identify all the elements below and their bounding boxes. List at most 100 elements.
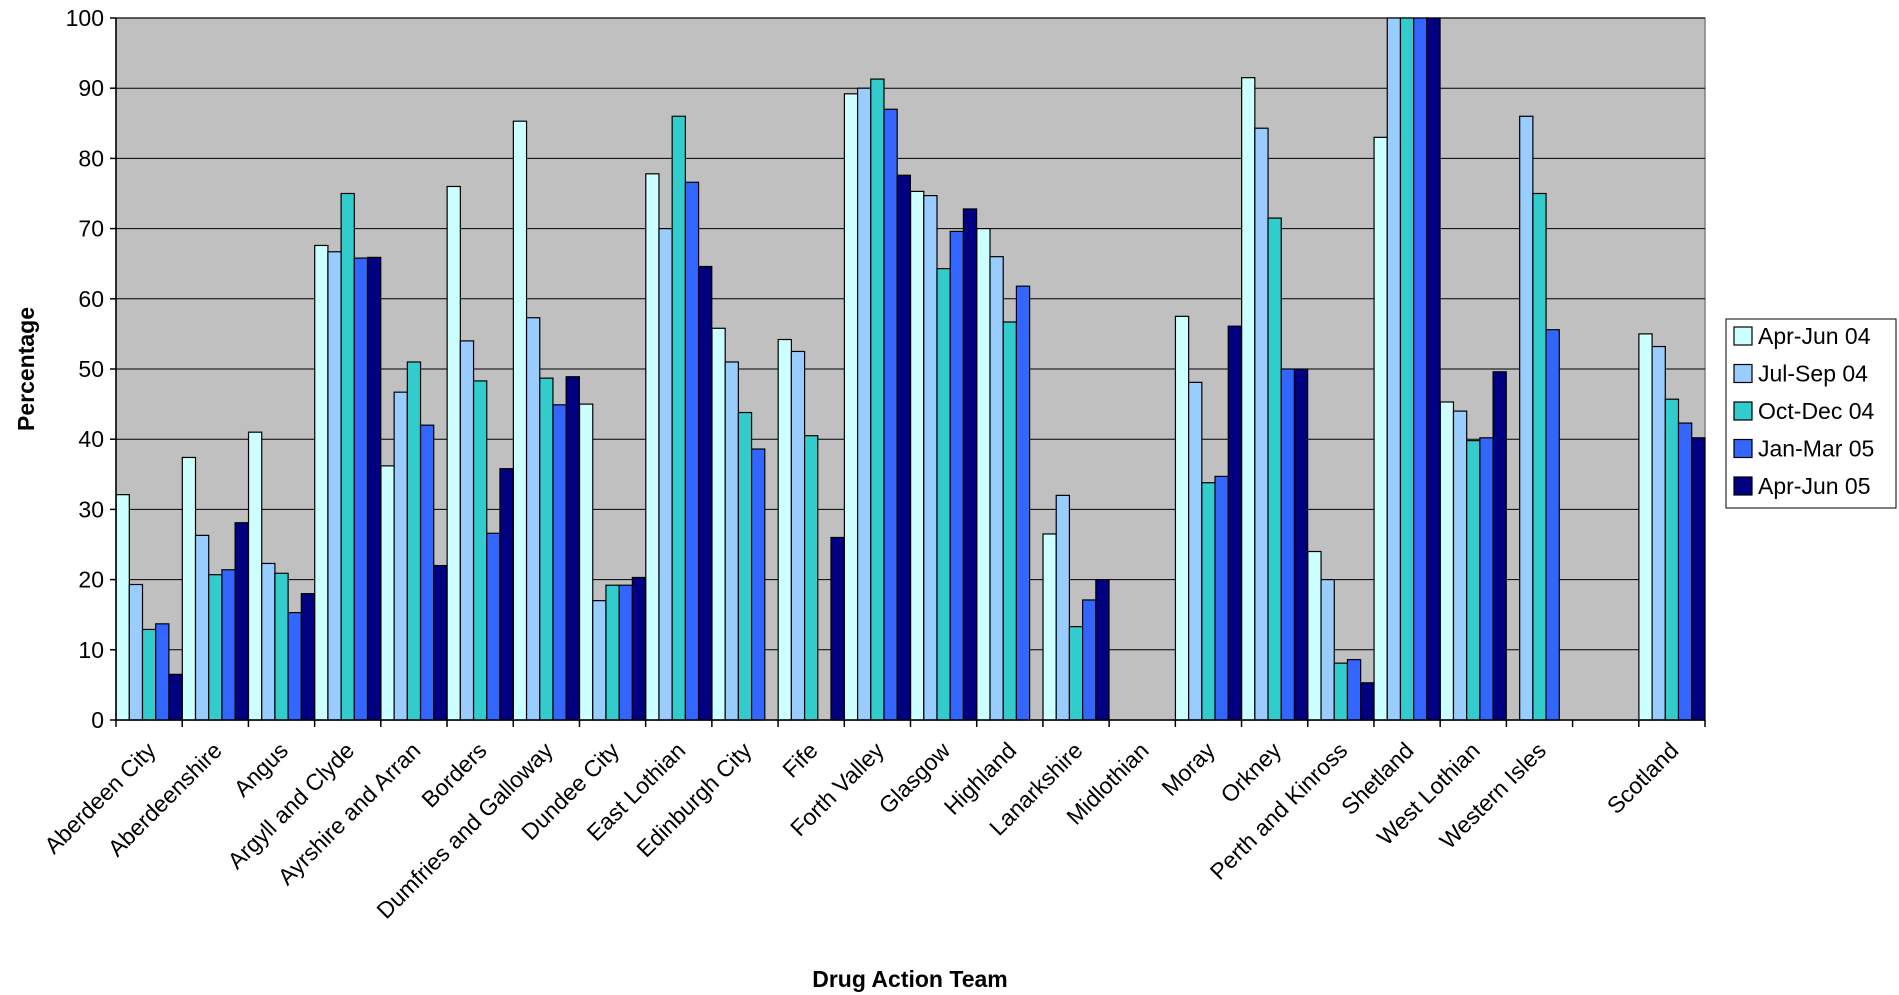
bar [910, 190, 925, 721]
bar [234, 522, 249, 721]
bar [1466, 440, 1481, 721]
bar [300, 593, 316, 721]
bar [618, 584, 633, 721]
bar [976, 228, 991, 721]
legend-label: Apr-Jun 05 [1758, 473, 1871, 499]
bar [1346, 659, 1362, 721]
bar [1188, 381, 1203, 721]
bar [883, 108, 898, 721]
bar [552, 404, 567, 721]
bar [1439, 401, 1455, 721]
legend: Apr-Jun 04 Jul-Sep 04 Oct-Dec 04 Jan-Mar 05… [1725, 318, 1897, 509]
bar [274, 572, 289, 721]
bar [340, 192, 355, 721]
bar [1638, 333, 1653, 721]
bar [1214, 475, 1229, 721]
y-tick-label: 10 [78, 637, 104, 663]
bar [366, 256, 382, 721]
bar [221, 569, 236, 721]
bar [1360, 682, 1375, 721]
y-axis-title: Percentage [13, 307, 39, 431]
bar [419, 424, 435, 721]
bar [208, 574, 223, 721]
bar [1664, 398, 1680, 721]
bar [830, 536, 845, 721]
legend-swatch [1733, 326, 1753, 346]
bar [115, 494, 130, 721]
bar [499, 468, 514, 721]
bar [1042, 533, 1057, 721]
bar [1426, 17, 1441, 721]
y-ticks: 0 10 20 30 40 50 60 70 80 90 100 [66, 5, 116, 733]
bar [1373, 136, 1388, 721]
bar [1227, 325, 1243, 721]
x-tick-label: Scotland [1602, 737, 1684, 819]
legend-box [1725, 318, 1897, 509]
bar [684, 181, 700, 721]
bar [406, 361, 422, 721]
legend-label: Apr-Jun 04 [1758, 323, 1871, 349]
bar [353, 257, 369, 721]
bar [1002, 321, 1018, 721]
bar [141, 628, 157, 721]
bar [1241, 77, 1256, 721]
bar [446, 185, 461, 721]
bar [803, 435, 819, 721]
bar [658, 228, 673, 721]
bar [711, 327, 726, 721]
bar [1413, 17, 1428, 721]
bar [989, 256, 1004, 721]
bar [870, 78, 885, 721]
bar [645, 173, 660, 721]
bar [393, 391, 408, 721]
bar [1095, 578, 1110, 721]
y-tick-label: 30 [78, 496, 104, 522]
bar [1082, 599, 1097, 721]
bar [1333, 662, 1349, 721]
y-tick-label: 80 [78, 145, 104, 171]
bar [1307, 550, 1322, 721]
bar [539, 377, 554, 721]
bars [115, 17, 1706, 721]
bar [777, 338, 792, 721]
bar [1677, 422, 1693, 721]
x-tick-label: Fife [777, 737, 822, 782]
bar [1254, 127, 1269, 721]
bar [737, 411, 753, 721]
bar [1519, 115, 1534, 721]
bar [896, 174, 911, 721]
bar [525, 317, 541, 721]
bar [1452, 410, 1468, 721]
bar [512, 120, 528, 721]
bar [843, 93, 859, 721]
bar [949, 230, 965, 721]
legend-label: Jan-Mar 05 [1758, 436, 1874, 462]
bar [314, 244, 329, 721]
bar [1320, 578, 1335, 721]
bar [1055, 494, 1071, 721]
bar [433, 564, 448, 721]
bar [724, 361, 739, 721]
bar [962, 208, 978, 721]
bar [1015, 285, 1031, 721]
bar [128, 583, 144, 721]
bar [459, 340, 475, 721]
bar [671, 115, 686, 721]
bar [194, 534, 210, 721]
bar [327, 251, 342, 721]
bar [750, 448, 766, 721]
bar [1068, 626, 1084, 721]
bar [168, 673, 183, 721]
bar [1201, 482, 1216, 721]
bar [565, 376, 580, 721]
bar [631, 576, 647, 721]
bar [923, 195, 938, 721]
x-tick-label: Moray [1156, 737, 1220, 801]
bar [1651, 345, 1666, 721]
bar [155, 623, 170, 721]
legend-swatch [1733, 363, 1753, 384]
bar [1532, 192, 1547, 721]
bar [1479, 437, 1494, 721]
y-tick-label: 70 [78, 216, 104, 242]
